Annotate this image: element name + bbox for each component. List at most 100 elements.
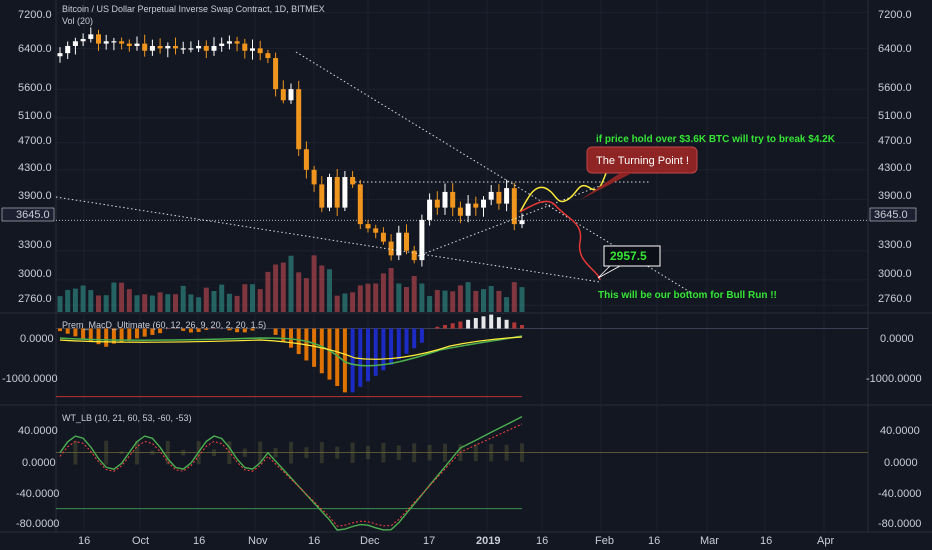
macd-bar — [512, 322, 517, 329]
volume-bar — [80, 285, 86, 312]
wt-line — [59, 415, 523, 531]
time-tick: 2019 — [476, 535, 500, 547]
wt-tick-left: -80.0000 — [16, 518, 59, 530]
candle-body — [234, 41, 240, 44]
candle-body — [411, 250, 417, 261]
projection-down-path — [519, 200, 601, 281]
volume-bar — [342, 293, 348, 312]
price-tick-left: 5100.0 — [18, 110, 52, 122]
macd-bar — [443, 325, 447, 329]
volume-bar — [434, 290, 440, 312]
volume-bar — [242, 284, 248, 312]
volume-bar — [211, 290, 217, 312]
macd-bar — [435, 326, 440, 329]
macd-line — [59, 335, 523, 367]
candle-body — [273, 58, 279, 90]
volume-bar — [250, 284, 255, 312]
candle-body — [365, 224, 371, 229]
volume-bar — [457, 285, 463, 312]
volume-bar — [188, 294, 194, 312]
time-tick: 16 — [193, 535, 205, 547]
candle-body — [57, 53, 63, 57]
left-price-badge — [1, 207, 55, 222]
candle-body — [288, 89, 294, 101]
macd-bar — [466, 319, 471, 329]
wt-histogram-bar — [443, 443, 447, 462]
price-tick-right: 4300.0 — [878, 162, 912, 174]
turning-point-text: The Turning Point ! — [596, 155, 689, 167]
macd-bar — [412, 328, 417, 349]
candle-body — [111, 41, 117, 43]
volume-bar — [57, 296, 63, 312]
wt-histogram-bar — [150, 450, 155, 455]
volume-bar — [203, 287, 209, 312]
price-tick-left: 4300.0 — [18, 162, 52, 174]
volume-bar — [72, 288, 78, 312]
macd-bar — [96, 328, 101, 345]
turning-point-callout: The Turning Point ! — [580, 146, 698, 200]
volume-bar — [288, 255, 294, 312]
wt-histogram-bar — [88, 451, 93, 454]
wt-histogram-bar — [427, 444, 432, 461]
volume-bar — [396, 283, 402, 312]
candle-body — [88, 34, 94, 39]
candle-body — [65, 45, 71, 54]
price-tick-right: 3000.0 — [878, 268, 912, 280]
wt-histogram-bar — [489, 443, 494, 462]
volume-bar — [488, 285, 494, 312]
price-tick-left: 3900.0 — [18, 190, 52, 202]
time-tick: Nov — [248, 535, 268, 547]
wt-tick-left: 40.0000 — [18, 425, 58, 437]
volume-bar — [311, 255, 317, 312]
candle-body — [419, 219, 425, 261]
price-tick-right: 3300.0 — [878, 239, 912, 251]
price-tick-right: 6400.0 — [878, 43, 912, 55]
candle-body — [504, 188, 510, 204]
wt-tick-left: -40.0000 — [16, 488, 59, 500]
candle-body — [103, 41, 109, 44]
wt-histogram-bar — [412, 443, 417, 463]
macd-bar — [196, 328, 201, 333]
macd-bar — [350, 328, 355, 393]
candle-body — [119, 41, 125, 44]
time-tick: Oct — [132, 535, 149, 547]
macd-bar — [342, 328, 347, 393]
candle-body — [303, 149, 309, 170]
wt-histogram-bar — [273, 447, 278, 458]
macd-title: Prem_MacD_Ultimate (60, 12, 26, 9, 20, 2… — [62, 320, 266, 330]
macd-tick-left: 0.0000 — [20, 333, 54, 345]
time-tick: Apr — [817, 535, 834, 547]
wt-tick-left: 0.0000 — [22, 457, 56, 469]
macd-tick-right: 0.0000 — [880, 333, 914, 345]
macd-tick-right: -1000.0000 — [866, 373, 922, 385]
volume-bar — [442, 290, 448, 312]
volume-bar — [388, 267, 394, 312]
macd-bar — [111, 328, 116, 344]
candle-body — [396, 232, 402, 256]
candle-body — [72, 41, 78, 46]
volume-bar — [103, 295, 109, 312]
volume-bar — [411, 275, 417, 312]
candle-body — [265, 53, 271, 59]
volume-bar — [265, 271, 271, 312]
volume-bar — [519, 287, 525, 312]
wt-title: WT_LB (10, 21, 60, 53, -60, -53) — [62, 413, 192, 423]
candle-body — [80, 38, 86, 42]
macd-bar — [142, 328, 147, 337]
macd-bar — [204, 328, 209, 330]
candle-body — [388, 241, 394, 256]
macd-bar — [458, 321, 463, 329]
candle-body — [434, 199, 440, 208]
macd-bar — [119, 328, 124, 342]
volume-bar — [496, 290, 502, 312]
candlesticks — [57, 27, 525, 267]
price-tick-left: 2760.0 — [18, 293, 52, 305]
time-tick: 16 — [78, 535, 90, 547]
price-tick-left: 5600.0 — [18, 82, 52, 94]
macd-bar — [473, 318, 478, 329]
wt-histogram-bar — [335, 446, 340, 459]
volume-bar — [350, 292, 356, 312]
wt-histogram-bar — [165, 440, 170, 465]
